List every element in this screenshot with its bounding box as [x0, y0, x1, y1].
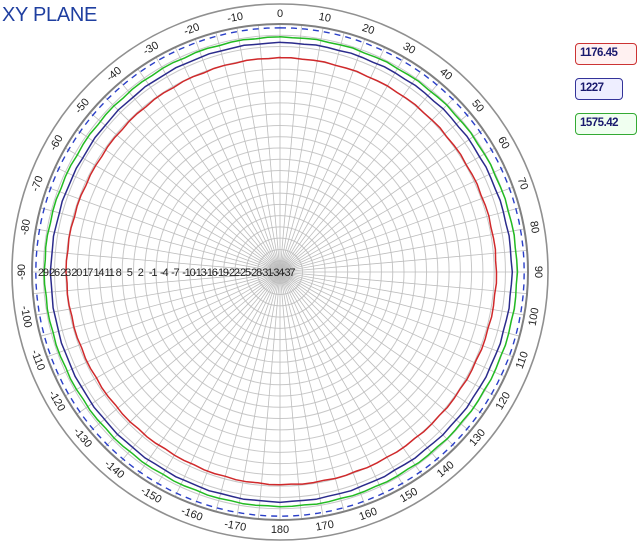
angle-tick-label: 50 — [469, 98, 486, 115]
legend-label: 1575.42 — [580, 117, 618, 129]
angle-tick-label: 70 — [515, 176, 530, 192]
radial-tick-label: 8 — [116, 267, 122, 279]
radial-labels: 29 26 23 20 17 14 11 8 5 2 -1 -4 -7 -10-13-16-19-22-2… — [38, 267, 295, 279]
angle-tick-label: -110 — [28, 348, 47, 372]
angle-tick-label: 90 — [532, 266, 544, 278]
angle-tick-label: 100 — [527, 307, 542, 327]
angle-tick-label: -10 — [226, 11, 244, 26]
angle-tick-label: -130 — [71, 426, 94, 451]
angle-tick-label: 160 — [358, 506, 379, 524]
radial-tick-label: 23 — [60, 267, 71, 279]
radial-tick-label: 2 — [138, 267, 144, 279]
grid-spoke — [216, 32, 280, 272]
angle-tick-label: 40 — [437, 66, 454, 83]
radial-tick-label: 11 — [105, 267, 115, 279]
angle-tick-label: 10 — [318, 11, 332, 25]
angle-tick-label: -70 — [29, 174, 46, 193]
angle-tick-label: -20 — [182, 21, 201, 38]
grid-spoke — [280, 272, 344, 512]
angle-tick-label: 60 — [495, 135, 512, 152]
angle-tick-label: -100 — [18, 305, 34, 329]
angle-tick-label: -80 — [19, 218, 34, 236]
angle-tick-label: 170 — [315, 519, 335, 534]
legend-item-1575-42[interactable]: 1575.42 — [575, 113, 637, 135]
angle-tick-label: 0 — [277, 8, 283, 20]
legend-label: 1227 — [580, 82, 604, 94]
angle-tick-label: 30 — [401, 40, 418, 57]
angle-tick-label: 180 — [271, 524, 289, 536]
grid-spoke — [280, 272, 520, 336]
grid-spoke — [280, 208, 520, 272]
grid-spoke — [280, 32, 344, 272]
legend-item-1176-45[interactable]: 1176.45 — [575, 43, 637, 65]
grid-spoke — [40, 272, 280, 336]
angle-tick-label: -90 — [16, 264, 28, 280]
angle-tick-label: -170 — [223, 518, 247, 534]
radial-tick-label: 5 — [127, 267, 133, 279]
grid-spoke — [40, 208, 280, 272]
radial-tick-label: 20 — [71, 267, 82, 279]
legend-item-1227[interactable]: 1227 — [575, 78, 623, 100]
legend-label: 1176.45 — [580, 47, 617, 59]
angle-tick-label: 80 — [527, 220, 541, 234]
radial-tick-label: -4 — [160, 267, 168, 279]
radial-tick-label: 26 — [49, 267, 60, 279]
angle-tick-label: 110 — [514, 350, 531, 371]
radial-tick-label: 14 — [94, 267, 105, 279]
radial-tick-label: -37 — [282, 267, 295, 279]
angle-tick-label: -140 — [102, 458, 127, 481]
radial-tick-label: 17 — [82, 267, 93, 279]
radial-tick-label: -1 — [149, 267, 157, 279]
radial-tick-label: 29 — [38, 267, 49, 279]
radial-tick-label: -7 — [171, 267, 179, 279]
angle-tick-label: 20 — [360, 22, 376, 37]
